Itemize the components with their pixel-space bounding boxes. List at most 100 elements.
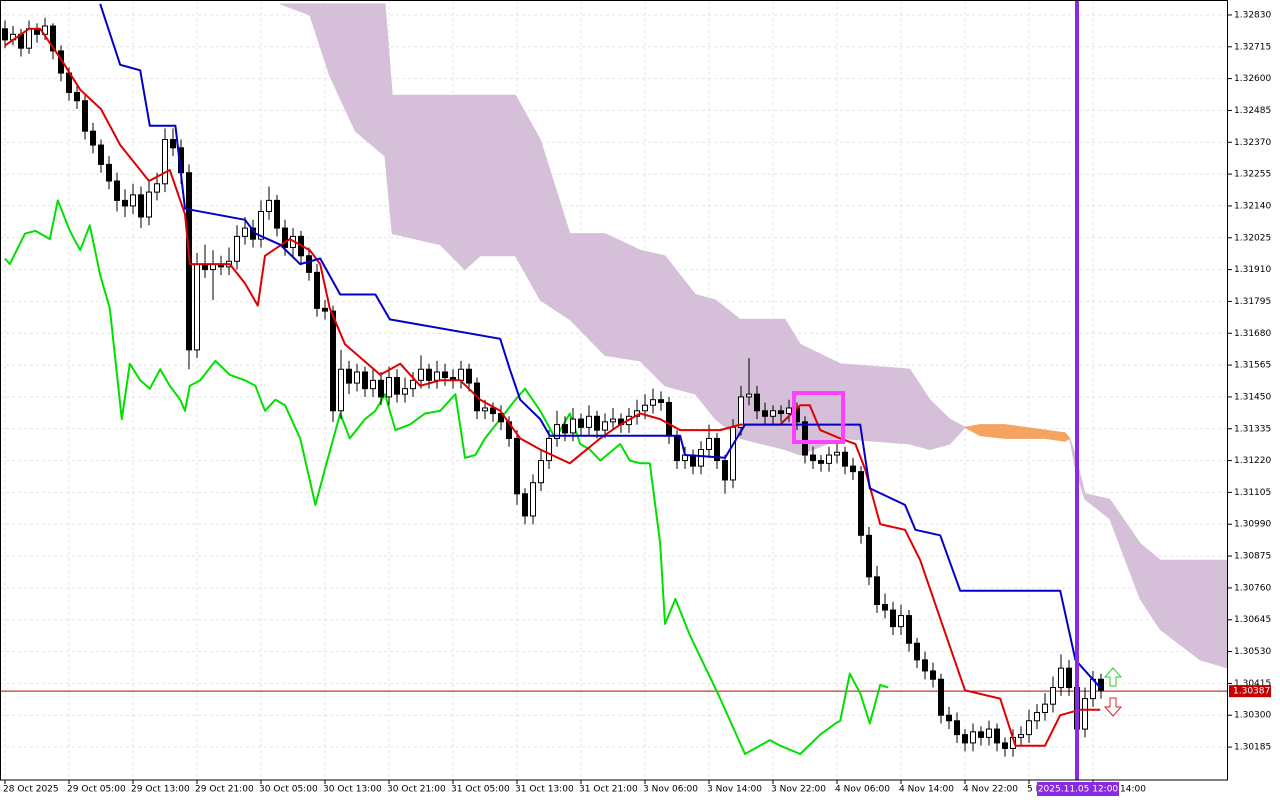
candle-body <box>530 482 536 517</box>
candle-body <box>458 368 464 381</box>
y-tick-label: 1.30760 <box>1234 583 1271 593</box>
axes: 1.32830 1.32715 1.32600 1.32485 1.32370 1.322… <box>3 10 1271 796</box>
candle-body <box>586 415 592 428</box>
candle-body <box>730 426 736 481</box>
candle-body <box>306 255 312 273</box>
highlight-box <box>792 391 845 444</box>
candle-body <box>602 421 608 431</box>
y-tick-label: 1.32485 <box>1234 106 1271 116</box>
y-tick-label: 1.32715 <box>1234 42 1271 52</box>
candle-body <box>938 678 944 716</box>
candle-body <box>26 28 32 49</box>
candle-body <box>762 410 768 417</box>
candle-body <box>258 210 264 240</box>
ichimoku-cloud <box>1069 438 1228 669</box>
y-tick-label: 1.32830 <box>1234 10 1271 20</box>
candle-body <box>282 227 288 248</box>
candle-body <box>738 396 744 428</box>
candle-body <box>394 377 400 395</box>
y-tick-label: 1.31220 <box>1234 456 1271 466</box>
sell-arrow <box>1103 697 1123 717</box>
candle-body <box>746 393 752 398</box>
candle-body <box>562 424 568 434</box>
candle-body <box>722 460 728 481</box>
x-tick-label: 31 Oct 05:00 <box>451 785 510 795</box>
y-tick-label: 1.30875 <box>1234 552 1271 562</box>
candle-body <box>410 379 416 390</box>
candle-body <box>946 714 952 722</box>
candle-body <box>594 415 600 431</box>
y-tick-label: 1.31565 <box>1234 361 1271 371</box>
candle-body <box>90 130 96 146</box>
candle-body <box>1018 734 1024 738</box>
candle-body <box>674 435 680 462</box>
candle-body <box>114 180 120 201</box>
x-tick-label: 29 Oct 05:00 <box>67 785 126 795</box>
y-tick-label: 1.32140 <box>1234 201 1271 211</box>
candle-body <box>1050 687 1056 705</box>
candle-body <box>322 307 328 312</box>
candle-body <box>714 437 720 462</box>
candle-body <box>810 454 816 462</box>
price-label-box <box>1229 685 1271 698</box>
candle-body <box>234 235 240 262</box>
candle-body <box>106 163 112 182</box>
candle-body <box>194 263 200 351</box>
candle-body <box>842 451 848 467</box>
x-tick-label: 31 Oct 21:00 <box>579 785 638 795</box>
x-tick-label: 29 Oct 13:00 <box>131 785 190 795</box>
x-tick-label: 3 Nov 14:00 <box>707 785 762 795</box>
y-tick-label: 1.31680 <box>1234 329 1271 339</box>
candle-body <box>122 199 128 207</box>
candle-body <box>362 371 368 390</box>
candle-body <box>818 460 824 464</box>
candle-body <box>802 421 808 456</box>
candle-body <box>354 371 360 384</box>
indicator-line <box>4 199 889 755</box>
x-tick-label: 4 Nov 14:00 <box>899 785 954 795</box>
overlay <box>792 0 1123 780</box>
x-tick-label: 3 Nov 06:00 <box>643 785 698 795</box>
indicator-line <box>99 3 1101 689</box>
candle-body <box>514 437 520 495</box>
candle-body <box>482 407 488 412</box>
y-tick-label: 1.32255 <box>1234 170 1271 180</box>
candle-body <box>826 454 832 464</box>
candle-body <box>266 199 272 212</box>
candle-body <box>1098 678 1104 691</box>
y-tick-label: 1.32370 <box>1234 138 1271 148</box>
candle-body <box>778 410 784 415</box>
x-tick-label: 29 Oct 21:00 <box>195 785 254 795</box>
candle-body <box>130 194 136 207</box>
candle-body <box>874 576 880 606</box>
candle-body <box>98 144 104 165</box>
y-tick-label: 1.31910 <box>1234 265 1271 275</box>
candle-body <box>1058 667 1064 689</box>
candle-body <box>986 728 992 738</box>
candle-body <box>418 368 424 381</box>
y-tick-label: 1.32025 <box>1234 233 1271 243</box>
candle-body <box>754 393 760 412</box>
candle-body <box>994 728 1000 744</box>
candle-body <box>1034 711 1040 722</box>
candle-body <box>426 368 432 381</box>
candle-body <box>138 194 144 218</box>
candle-body <box>82 100 88 132</box>
y-tick-label: 1.31795 <box>1234 297 1271 307</box>
candle-body <box>434 371 440 381</box>
candle-body <box>970 731 976 744</box>
candle-body <box>786 407 792 415</box>
candle-body <box>658 399 664 403</box>
candle-body <box>2 28 8 41</box>
candle-body <box>706 437 712 451</box>
candle-body <box>770 410 776 417</box>
candle-body <box>1002 742 1008 749</box>
x-tick-label: 4 Nov 22:00 <box>963 785 1018 795</box>
candle-body <box>890 609 896 628</box>
candle-body <box>162 139 168 185</box>
x-tick-label: 31 Oct 13:00 <box>515 785 574 795</box>
candle-body <box>834 451 840 456</box>
